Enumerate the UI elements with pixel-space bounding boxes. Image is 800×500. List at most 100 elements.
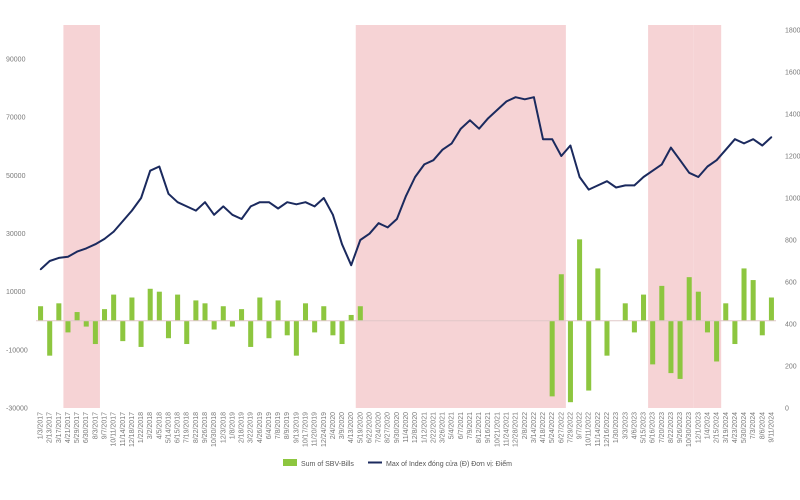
index-point bbox=[213, 214, 215, 216]
index-point bbox=[688, 172, 691, 174]
bar-sbv-bills bbox=[239, 309, 245, 321]
index-point bbox=[432, 159, 435, 161]
right-tick-label: 600 bbox=[785, 280, 797, 287]
index-point bbox=[103, 238, 106, 240]
x-tick-label: 2/8/2022 bbox=[522, 412, 529, 439]
index-point bbox=[469, 119, 471, 122]
bar-sbv-bills bbox=[339, 320, 345, 345]
x-tick-label: 5/29/2017 bbox=[74, 412, 81, 443]
index-point bbox=[505, 100, 508, 103]
left-tick-label: -30000 bbox=[6, 406, 28, 413]
index-point bbox=[724, 148, 727, 151]
index-point bbox=[405, 195, 407, 197]
left-tick-label: 90000 bbox=[6, 57, 26, 64]
index-point bbox=[679, 159, 681, 161]
right-tick-label: 1800 bbox=[785, 28, 800, 35]
bar-sbv-bills bbox=[47, 320, 53, 356]
x-tick-label: 6/30/2017 bbox=[83, 412, 90, 443]
bar-sbv-bills bbox=[357, 306, 363, 321]
index-point bbox=[523, 98, 526, 101]
x-tick-label: 8/22/2023 bbox=[668, 412, 675, 443]
index-point bbox=[67, 255, 69, 258]
bar-sbv-bills bbox=[686, 277, 692, 321]
index-point bbox=[487, 117, 490, 119]
index-point bbox=[624, 184, 627, 187]
bar-sbv-bills bbox=[595, 268, 601, 321]
right-y-axis: 1800 1600 1400 1200 1000 800 600 400 200 0 bbox=[785, 28, 800, 413]
bar-sbv-bills bbox=[741, 268, 747, 321]
bar-sbv-bills bbox=[330, 320, 336, 336]
index-point bbox=[597, 184, 599, 187]
right-tick-label: 1400 bbox=[785, 112, 800, 119]
x-tick-label: 6/4/2019 bbox=[266, 412, 273, 439]
index-point bbox=[396, 218, 398, 220]
x-tick-label: 1/22/2018 bbox=[138, 412, 145, 443]
x-tick-label: 3/22/2019 bbox=[248, 412, 255, 443]
index-point bbox=[770, 136, 773, 138]
bar-sbv-bills bbox=[257, 297, 263, 321]
bar-sbv-bills bbox=[668, 320, 674, 374]
bar-sbv-bills bbox=[184, 320, 190, 345]
x-tick-label: 12/8/2020 bbox=[412, 412, 419, 443]
x-tick-label: 7/29/2022 bbox=[567, 412, 574, 443]
index-point bbox=[149, 169, 151, 172]
x-tick-label: 8/27/2020 bbox=[385, 412, 392, 443]
index-point bbox=[715, 159, 718, 161]
index-point bbox=[304, 201, 307, 203]
index-point bbox=[222, 205, 225, 208]
x-tick-label: 4/5/2018 bbox=[156, 412, 163, 439]
x-tick-label: 4/26/2019 bbox=[257, 412, 264, 443]
index-point bbox=[670, 146, 672, 149]
index-line-group bbox=[39, 96, 773, 271]
index-point bbox=[423, 163, 426, 166]
x-tick-label: 3/17/2017 bbox=[56, 412, 63, 443]
bar-sbv-bills bbox=[111, 294, 117, 321]
x-tick-label: 12/16/2022 bbox=[604, 412, 611, 447]
index-point bbox=[414, 176, 416, 178]
bar-sbv-bills bbox=[175, 294, 181, 321]
bar-sbv-bills bbox=[750, 280, 756, 321]
bar-sbv-bills bbox=[321, 306, 327, 321]
legend-label-index: Max of Index đóng cửa (Đ) Đơn vị: Điểm bbox=[386, 460, 512, 468]
right-tick-label: 200 bbox=[785, 364, 797, 371]
index-point bbox=[185, 205, 188, 208]
bar-sbv-bills bbox=[622, 303, 628, 321]
bar-sbv-bills bbox=[102, 309, 108, 321]
index-point bbox=[761, 144, 764, 147]
bar-sbv-bills bbox=[193, 300, 199, 321]
x-tick-label: 3/14/2022 bbox=[531, 412, 538, 443]
index-point bbox=[661, 163, 663, 166]
index-point bbox=[322, 197, 325, 199]
x-tick-label: 10/30/2018 bbox=[211, 412, 218, 447]
index-point bbox=[734, 138, 736, 140]
bar-sbv-bills bbox=[74, 312, 80, 321]
x-tick-label: 9/7/2022 bbox=[577, 412, 584, 439]
index-point bbox=[313, 205, 316, 208]
x-tick-label: 1/8/2019 bbox=[229, 412, 236, 439]
x-tick-label: 9/7/2017 bbox=[102, 412, 109, 439]
bar-sbv-bills bbox=[650, 320, 656, 365]
x-tick-label: 4/21/2017 bbox=[65, 412, 72, 443]
index-point bbox=[478, 127, 480, 130]
x-tick-label: 11/14/2017 bbox=[120, 412, 127, 447]
index-point bbox=[240, 218, 243, 220]
left-tick-label: -10000 bbox=[6, 347, 28, 354]
index-point bbox=[286, 201, 289, 203]
bar-sbv-bills bbox=[723, 303, 729, 321]
index-point bbox=[533, 96, 535, 98]
x-tick-label: 10/17/2019 bbox=[303, 412, 310, 447]
right-tick-label: 1600 bbox=[785, 70, 800, 77]
bar-sbv-bills bbox=[549, 320, 555, 397]
index-point bbox=[496, 109, 499, 111]
bar-sbv-bills bbox=[714, 320, 720, 362]
bar-sbv-bills bbox=[302, 303, 309, 321]
x-tick-label: 3/2/2018 bbox=[147, 412, 154, 439]
x-tick-label: 3/9/2020 bbox=[339, 412, 346, 439]
bar-sbv-bills bbox=[284, 320, 290, 336]
index-point bbox=[48, 260, 51, 262]
x-axis: 1/3/2017 2/13/2017 3/17/2017 4/21/2017 5/29/… bbox=[38, 412, 776, 447]
bar-sbv-bills bbox=[567, 320, 573, 403]
bar-sbv-bills bbox=[56, 303, 62, 321]
right-tick-label: 1000 bbox=[785, 196, 800, 203]
